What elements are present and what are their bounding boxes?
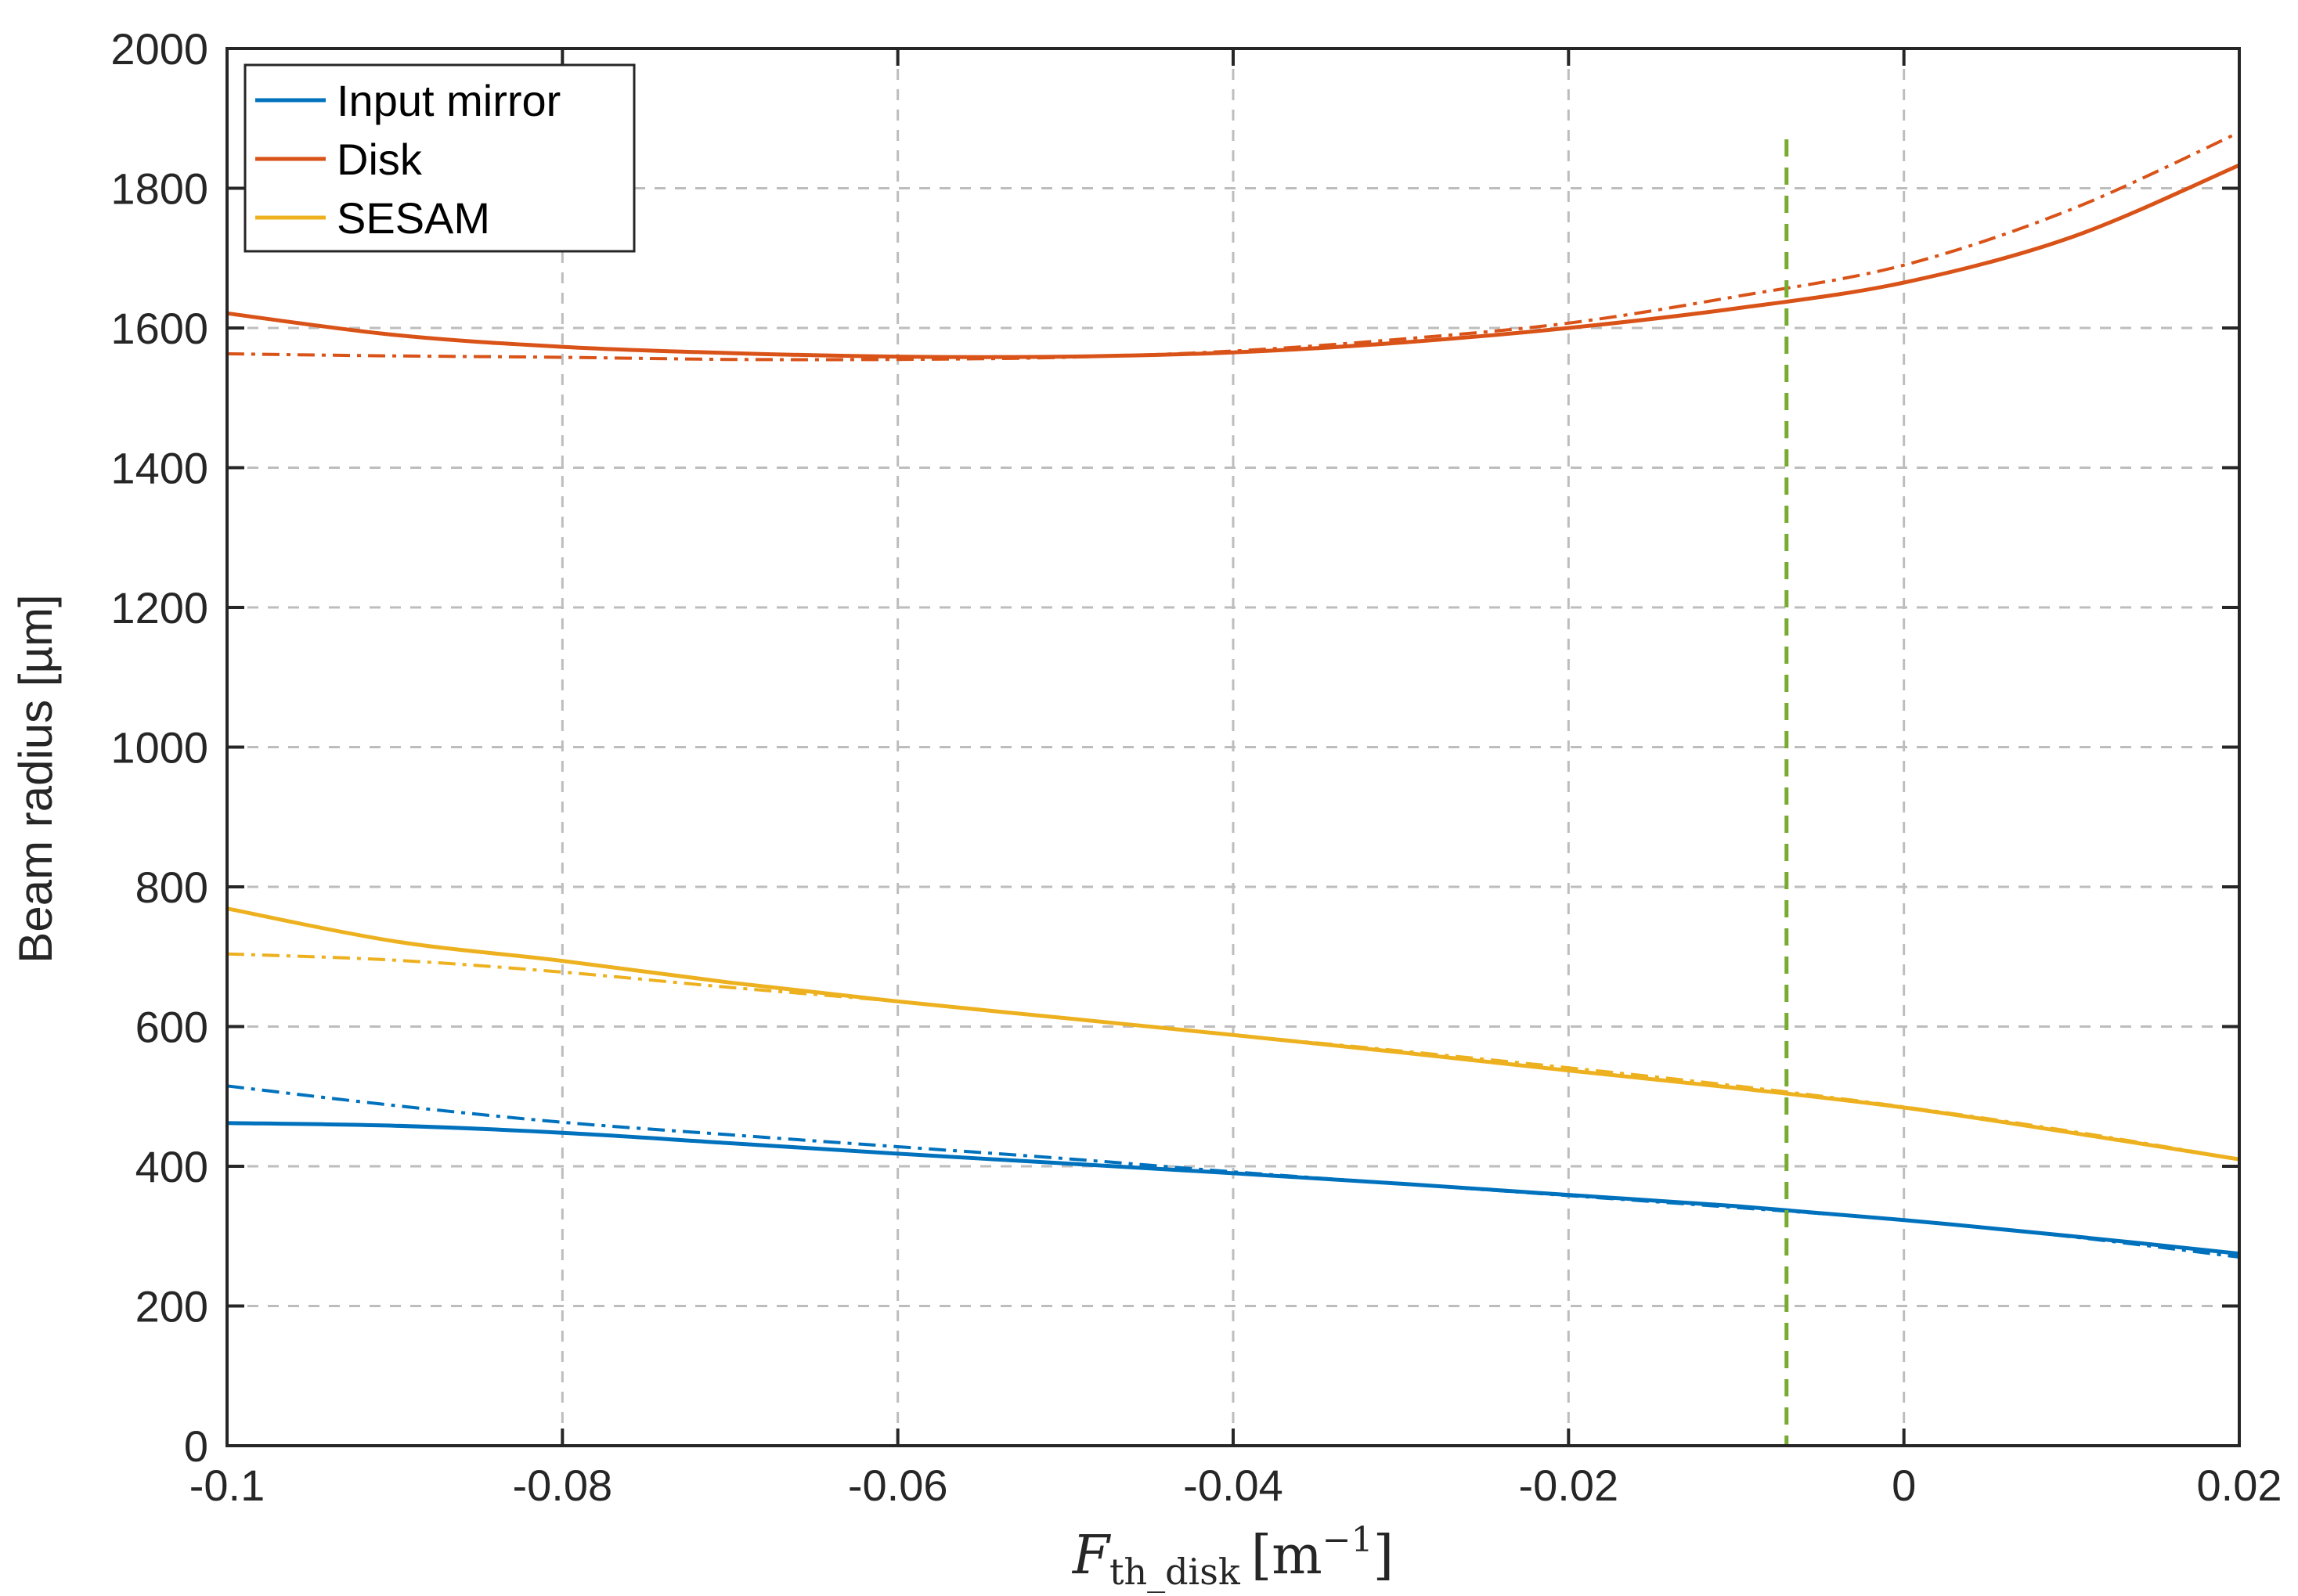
y-tick-label: 0 [184,1421,208,1471]
y-tick-label: 1200 [110,583,208,632]
y-tick-label: 600 [135,1003,208,1052]
y-tick-label: 200 [135,1282,208,1331]
legend-label-input-mirror: Input mirror [337,76,561,125]
x-tick-label: -0.06 [848,1461,948,1510]
y-tick-label: 1800 [110,164,208,214]
x-tick-label: -0.02 [1519,1461,1619,1510]
y-tick-label: 1400 [110,444,208,493]
y-axis-title: Beam radius [µm] [9,594,62,963]
y-tick-label: 2000 [110,24,208,74]
legend-label-disk: Disk [337,135,423,184]
x-axis-title: Fth_disk [m−1] [1071,1520,1394,1593]
x-axis-title-unit: [m [1251,1525,1322,1587]
y-tick-label: 400 [135,1142,208,1191]
x-axis-title-unit-exponent: −1 [1322,1520,1373,1560]
y-tick-label: 1000 [110,723,208,773]
series-line-sesam [226,906,2240,1162]
series-line-input-mirror-dashdot [226,1084,2240,1259]
x-tick-label: 0 [1892,1461,1916,1510]
x-tick-label: -0.08 [513,1461,613,1510]
series-line-disk [226,163,2240,359]
y-tick-label: 800 [135,863,208,912]
x-tick-label: -0.04 [1183,1461,1283,1510]
y-tick-label: 1600 [110,304,208,353]
x-tick-label: 0.02 [2197,1461,2282,1510]
axis-ticks [225,47,2241,1447]
x-tick-labels: -0.1 -0.08 -0.06 -0.04 -0.02 0 0.02 [189,1461,2282,1510]
series-lines [226,131,2240,1259]
x-axis-title-subscript: th_disk [1109,1551,1241,1593]
x-tick-label: -0.1 [189,1461,265,1510]
x-axis-title-symbol: F [1071,1525,1112,1587]
legend: Input mirror Disk SESAM [244,63,636,253]
x-axis-title-unit-close: ] [1373,1525,1394,1587]
y-tick-labels: 0 200 400 600 800 1000 1200 1400 1600 1800 2000 [110,24,208,1471]
legend-label-sesam: SESAM [337,193,490,243]
